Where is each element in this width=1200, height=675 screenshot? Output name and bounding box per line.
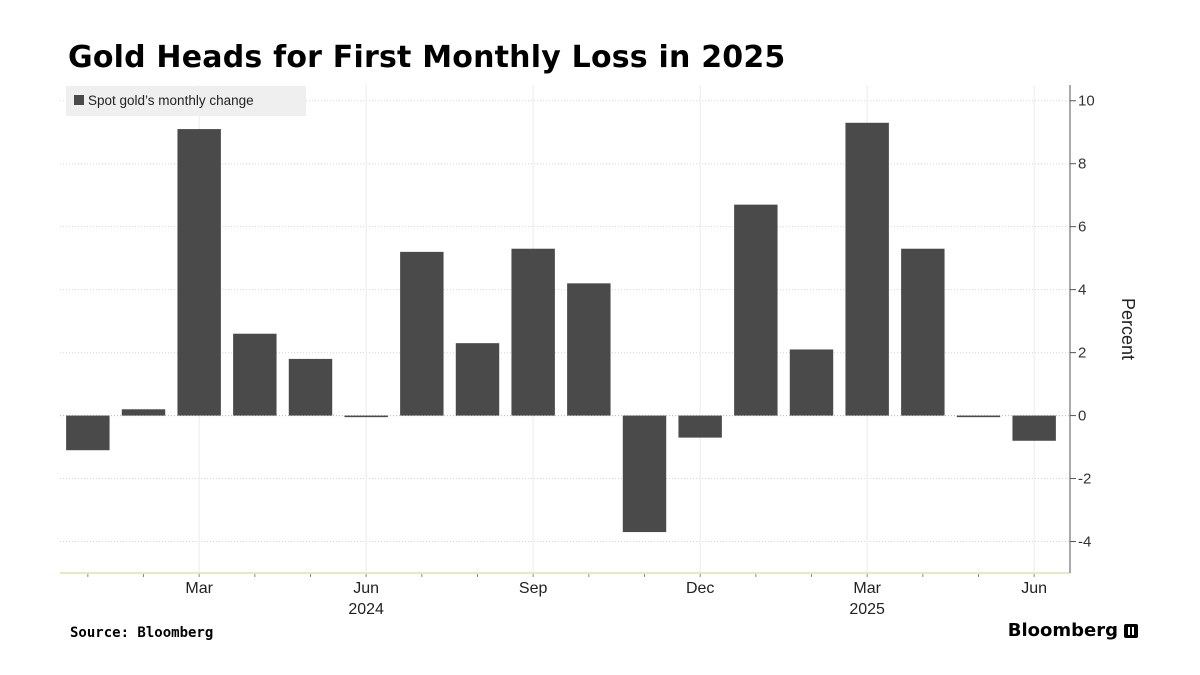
bar xyxy=(177,129,221,416)
bar xyxy=(956,415,1001,418)
legend-box xyxy=(66,86,306,116)
y-axis-title: Percent xyxy=(1118,298,1138,360)
x-year-label: 2025 xyxy=(849,601,885,618)
bars xyxy=(66,122,1056,533)
legend-label: Spot gold’s monthly change xyxy=(88,93,254,108)
bar xyxy=(400,251,444,416)
x-tick-label: Mar xyxy=(853,580,881,597)
bar xyxy=(845,122,889,416)
y-tick-label: 10 xyxy=(1078,93,1095,110)
x-tick-label: Sep xyxy=(519,580,548,597)
bloomberg-logo: Bloomberg xyxy=(1008,620,1138,641)
bar xyxy=(344,415,388,418)
bar xyxy=(455,343,500,416)
y-tick-label: -2 xyxy=(1078,471,1091,488)
bar xyxy=(734,204,778,416)
x-tick-label: Jun xyxy=(1021,580,1047,597)
legend-swatch xyxy=(74,95,84,105)
bar xyxy=(567,283,611,416)
bar xyxy=(66,415,110,451)
bar xyxy=(121,409,166,416)
brand-name: Bloomberg xyxy=(1007,620,1118,641)
bar xyxy=(789,349,834,416)
bar xyxy=(288,358,333,416)
bloomberg-terminal-icon xyxy=(1124,623,1138,638)
bar xyxy=(1012,415,1056,441)
legend: Spot gold’s monthly change xyxy=(66,86,306,116)
x-year-label: 2024 xyxy=(348,601,384,618)
x-tick-label: Jun xyxy=(353,580,379,597)
bar xyxy=(233,333,277,416)
source-note: Source: Bloomberg xyxy=(70,625,214,641)
bar xyxy=(901,248,945,416)
y-tick-label: 2 xyxy=(1078,345,1086,362)
y-tick-label: 0 xyxy=(1078,408,1086,425)
x-tick-label: Mar xyxy=(185,580,213,597)
y-tick-label: 4 xyxy=(1078,282,1086,299)
axes: 10 8 6 4 2 0 -2 -4 Mar Jun Sep Dec Mar Jun 2024 2025 Per… xyxy=(60,85,1138,618)
y-tick-label: 6 xyxy=(1078,219,1086,236)
x-tick-label: Dec xyxy=(686,580,714,597)
bar xyxy=(678,415,722,438)
y-tick-label: -4 xyxy=(1078,534,1091,551)
chart-title: Gold Heads for First Monthly Loss in 202… xyxy=(68,40,786,75)
bar xyxy=(511,248,555,416)
y-tick-label: 8 xyxy=(1078,156,1086,173)
bar xyxy=(622,415,667,533)
